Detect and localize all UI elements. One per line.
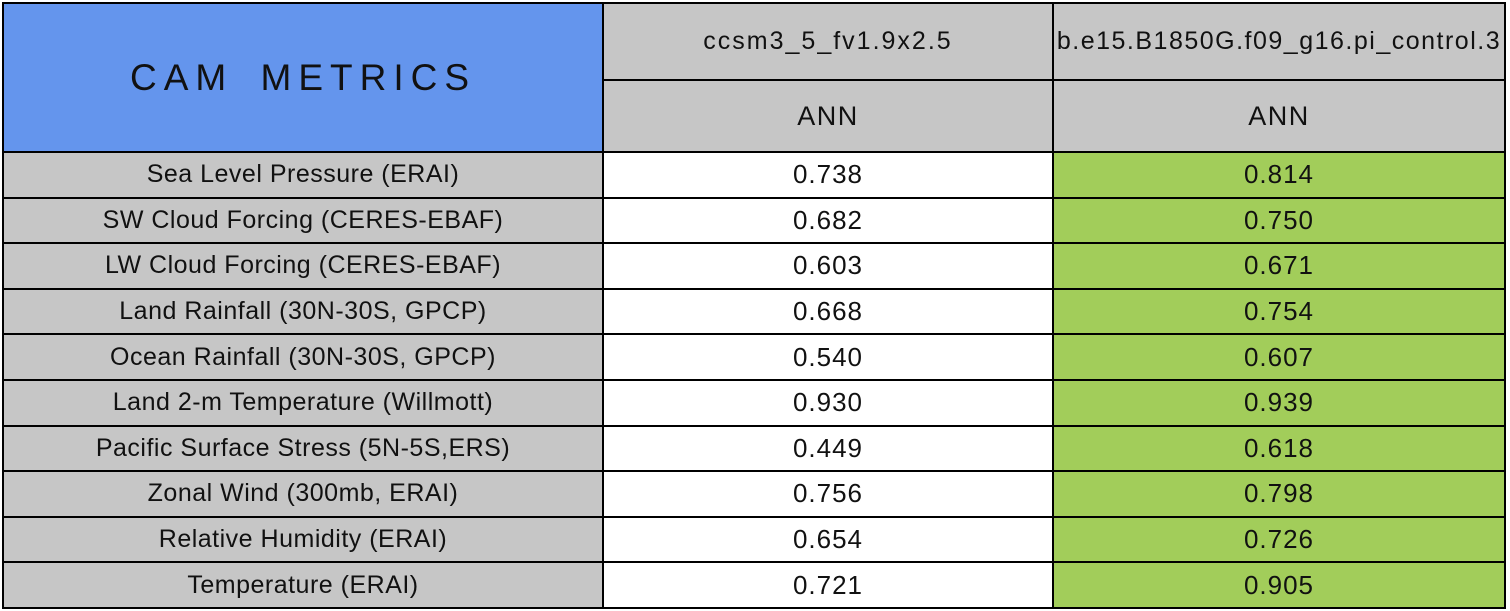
value-cell-model1: 0.721 [604, 563, 1052, 607]
model-header-2: b.e15.B1850G.f09_g16.pi_control.3 [1054, 4, 1504, 79]
value-cell-model2: 0.671 [1054, 244, 1504, 288]
metric-cell: Temperature (ERAI) [4, 563, 602, 607]
value-cell-model1: 0.738 [604, 153, 1052, 197]
table-title: CAM METRICS [4, 4, 602, 151]
metric-cell: SW Cloud Forcing (CERES-EBAF) [4, 198, 602, 243]
value-cell-model2: 0.798 [1054, 472, 1504, 516]
value-cell-model2: 0.726 [1054, 517, 1504, 562]
metric-cell: Ocean Rainfall (30N-30S, GPCP) [4, 335, 602, 379]
value-cell-model1: 0.668 [604, 289, 1052, 334]
value-cell-model2: 0.814 [1054, 153, 1504, 197]
season-header-2: ANN [1054, 81, 1504, 151]
value-cell-model2: 0.750 [1054, 198, 1504, 243]
value-cell-model2: 0.905 [1054, 563, 1504, 607]
metric-cell: Land Rainfall (30N-30S, GPCP) [4, 289, 602, 334]
metric-cell: Sea Level Pressure (ERAI) [4, 153, 602, 197]
value-cell-model1: 0.654 [604, 517, 1052, 562]
metric-cell: Land 2-m Temperature (Willmott) [4, 380, 602, 425]
value-cell-model2: 0.607 [1054, 335, 1504, 379]
metric-cell: LW Cloud Forcing (CERES-EBAF) [4, 244, 602, 288]
value-cell-model2: 0.618 [1054, 426, 1504, 471]
metric-cell: Pacific Surface Stress (5N-5S,ERS) [4, 426, 602, 471]
value-cell-model1: 0.540 [604, 335, 1052, 379]
value-cell-model1: 0.756 [604, 472, 1052, 516]
metric-cell: Zonal Wind (300mb, ERAI) [4, 472, 602, 516]
value-cell-model2: 0.754 [1054, 289, 1504, 334]
value-cell-model1: 0.603 [604, 244, 1052, 288]
value-cell-model1: 0.930 [604, 380, 1052, 425]
metric-cell: Relative Humidity (ERAI) [4, 517, 602, 562]
season-header-1: ANN [604, 81, 1052, 151]
value-cell-model1: 0.449 [604, 426, 1052, 471]
value-cell-model2: 0.939 [1054, 380, 1504, 425]
model-header-1: ccsm3_5_fv1.9x2.5 [604, 4, 1052, 79]
value-cell-model1: 0.682 [604, 198, 1052, 243]
